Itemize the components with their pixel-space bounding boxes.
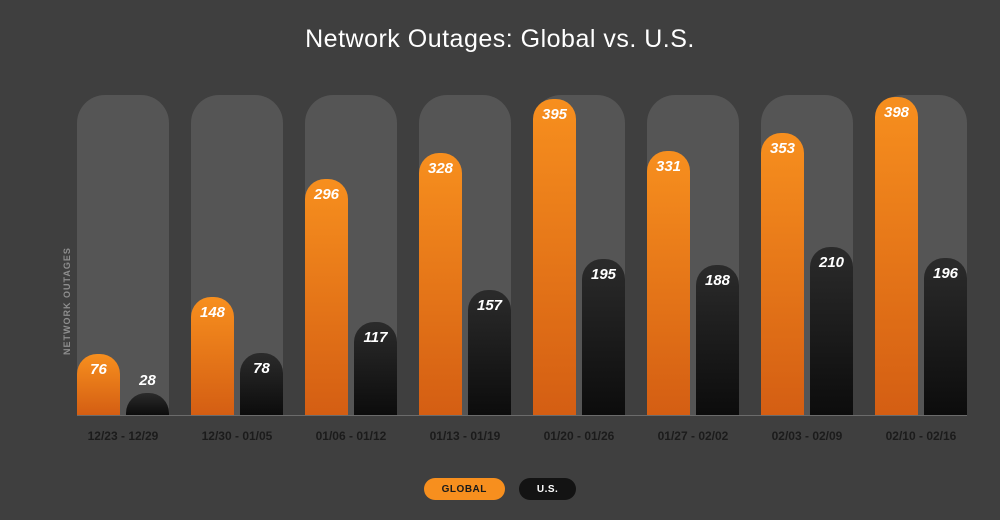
bar-us: 210 bbox=[810, 247, 853, 415]
x-axis-label: 12/23 - 12/29 bbox=[77, 429, 169, 443]
bar-global: 398 bbox=[875, 97, 918, 415]
bar-label-global: 353 bbox=[761, 140, 804, 157]
bar-label-us: 78 bbox=[240, 360, 283, 377]
bar-label-global: 76 bbox=[77, 361, 120, 378]
bar-group: 353 210 bbox=[761, 95, 853, 415]
chart-legend: GLOBAL U.S. bbox=[0, 478, 1000, 500]
bar-us: 195 bbox=[582, 259, 625, 415]
bar-label-us: 188 bbox=[696, 272, 739, 289]
bar-global: 148 bbox=[191, 297, 234, 415]
bar-label-us: 196 bbox=[924, 265, 967, 282]
bar-group: 328 157 bbox=[419, 95, 511, 415]
bar-group: 76 28 bbox=[77, 95, 169, 415]
legend-chip-us: U.S. bbox=[519, 478, 576, 500]
bar-label-global: 331 bbox=[647, 158, 690, 175]
bar-group: 148 78 bbox=[191, 95, 283, 415]
bar-us: 157 bbox=[468, 290, 511, 415]
x-axis-label: 02/10 - 02/16 bbox=[875, 429, 967, 443]
bar-label-us: 157 bbox=[468, 297, 511, 314]
x-axis-label: 01/13 - 01/19 bbox=[419, 429, 511, 443]
bar-group: 398 196 bbox=[875, 95, 967, 415]
bar-us: 117 bbox=[354, 322, 397, 415]
chart-plot-area: 7628148782961173281573951953311883532103… bbox=[77, 95, 967, 415]
bar-global: 353 bbox=[761, 133, 804, 415]
bar-label-us: 117 bbox=[354, 329, 397, 346]
bar-global: 331 bbox=[647, 151, 690, 415]
x-axis-label: 12/30 - 01/05 bbox=[191, 429, 283, 443]
x-axis-label: 01/20 - 01/26 bbox=[533, 429, 625, 443]
bar-label-global: 328 bbox=[419, 160, 462, 177]
x-axis-baseline bbox=[77, 415, 967, 416]
bar-us: 188 bbox=[696, 265, 739, 415]
x-axis-label: 02/03 - 02/09 bbox=[761, 429, 853, 443]
bar-label-us: 28 bbox=[126, 372, 169, 389]
bar-group: 296 117 bbox=[305, 95, 397, 415]
bar-us: 196 bbox=[924, 258, 967, 415]
bar-label-global: 148 bbox=[191, 304, 234, 321]
bar-label-global: 395 bbox=[533, 106, 576, 123]
bar-global: 328 bbox=[419, 153, 462, 415]
x-axis-label: 01/27 - 02/02 bbox=[647, 429, 739, 443]
bar-group: 395 195 bbox=[533, 95, 625, 415]
bar-global: 395 bbox=[533, 99, 576, 415]
chart-title: Network Outages: Global vs. U.S. bbox=[0, 25, 1000, 54]
bar-group: 331 188 bbox=[647, 95, 739, 415]
bar-label-us: 195 bbox=[582, 266, 625, 283]
bar-label-us: 210 bbox=[810, 254, 853, 271]
bar-global: 76 bbox=[77, 354, 120, 415]
x-axis-label: 01/06 - 01/12 bbox=[305, 429, 397, 443]
bar-global: 296 bbox=[305, 179, 348, 416]
bar-label-global: 398 bbox=[875, 104, 918, 121]
y-axis-label: NETWORK OUTAGES bbox=[62, 247, 72, 355]
bar-us: 78 bbox=[240, 353, 283, 415]
bar-label-global: 296 bbox=[305, 186, 348, 203]
legend-chip-global: GLOBAL bbox=[424, 478, 505, 500]
